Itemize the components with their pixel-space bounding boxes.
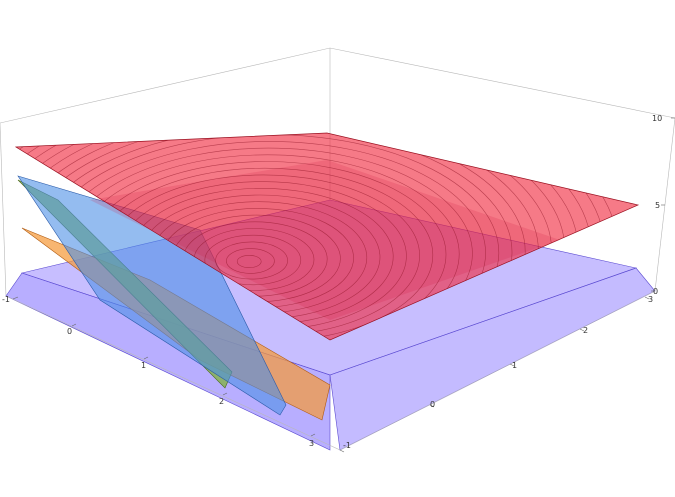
x-tick-label: 2 <box>219 397 224 406</box>
x-tick-label: 1 <box>141 361 146 370</box>
x-tick-mark <box>222 392 228 396</box>
red-surface <box>14 132 640 341</box>
y-tick-label: 3 <box>648 295 653 304</box>
red-surface-shading <box>90 160 560 320</box>
y-tick-mark <box>509 363 515 367</box>
x-tick-mark <box>71 323 77 327</box>
z-tick-label: 0 <box>653 287 658 296</box>
y-tick-label: 0 <box>430 400 435 409</box>
y-tick-label: -1 <box>343 441 351 450</box>
contour-line <box>226 248 275 274</box>
contour-line <box>204 234 302 286</box>
x-tick-label: 3 <box>309 439 314 448</box>
y-tick-mark <box>579 328 585 332</box>
x-tick-mark <box>310 433 316 437</box>
x-tick-label: -1 <box>2 295 10 304</box>
z-tick-label: 10 <box>652 114 662 123</box>
z-tick-label: 5 <box>655 201 660 210</box>
x-tick-mark <box>143 356 149 360</box>
x-tick-label: 0 <box>67 327 72 336</box>
x-axis: -1 0 1 2 3 <box>2 295 316 448</box>
bounding-box-front <box>5 290 656 451</box>
contour-line <box>236 255 262 269</box>
z-axis: 0 5 10 <box>651 114 675 296</box>
y-tick-label: 1 <box>512 361 517 370</box>
x-tick-mark <box>12 296 19 300</box>
y-tick-mark <box>339 449 345 453</box>
contour-line <box>215 241 288 280</box>
y-axis: -1 0 1 2 3 <box>339 295 653 453</box>
y-tick-mark <box>429 404 435 408</box>
y-tick-mark <box>644 296 650 300</box>
y-tick-label: 2 <box>583 326 588 335</box>
